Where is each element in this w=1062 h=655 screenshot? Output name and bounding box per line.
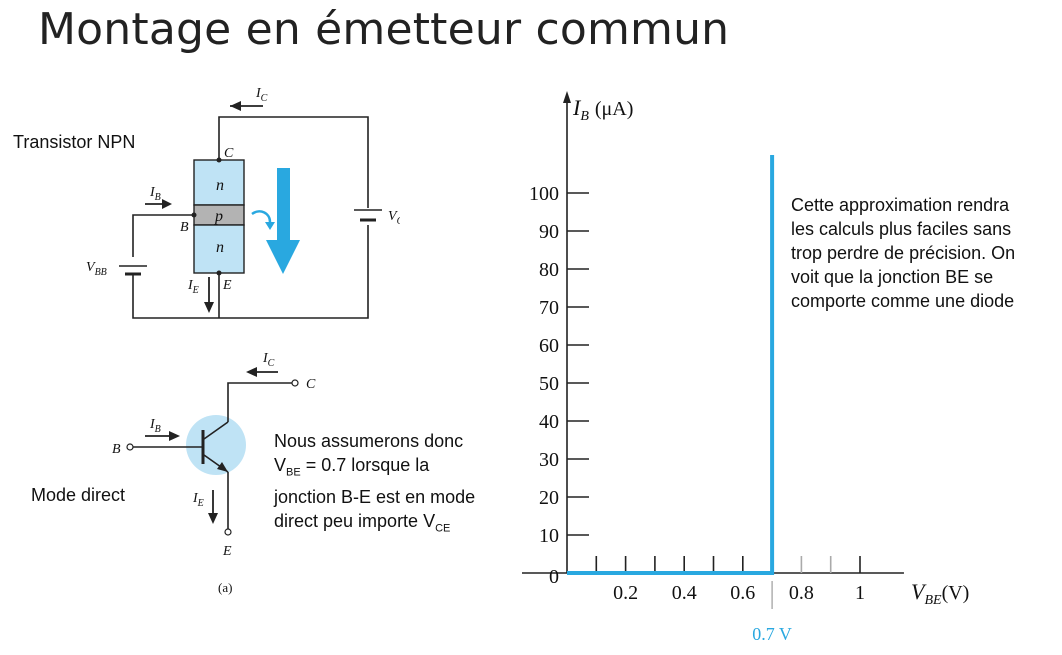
right-note-line1: Cette approximation rendra: [791, 195, 1010, 215]
symbol-b-label: B: [112, 442, 121, 457]
vbb-label: V: [86, 260, 96, 275]
svg-text:IC: IC: [262, 351, 275, 369]
y-axis-label: IB (μA): [572, 95, 633, 124]
ib-arrow-head: [162, 199, 172, 209]
middle-note-line3: jonction B-E est en mode: [274, 486, 476, 507]
middle-note: Nous assumerons donc VBE = 0.7 lorsque l…: [274, 429, 475, 540]
y-tick-label: 60: [539, 335, 559, 357]
outer-bottom-wire: [132, 225, 369, 319]
npn-circuit-diagram: n p n IC C B E IB IE VCC VBB: [86, 86, 400, 319]
slide-title: Montage en émetteur commun: [38, 4, 730, 55]
vcc-label: V: [388, 209, 398, 224]
y-tick-label: 30: [539, 449, 559, 471]
svg-text:IE: IE: [192, 491, 204, 509]
transistor-symbol-circle: [186, 415, 246, 475]
svg-text:IB: IB: [149, 417, 161, 435]
symbol-b-terminal: [126, 443, 134, 451]
vbb-sub: BB: [95, 267, 107, 278]
symbol-emitter-arrowhead: [217, 462, 228, 472]
ib-vbe-curve: [567, 155, 775, 575]
symbol-ib-label: I: [149, 417, 156, 432]
symbol-ie-label: I: [192, 491, 199, 506]
vcc-sub: CC: [397, 216, 400, 227]
symbol-ie-arrow: [208, 513, 218, 524]
c-label: C: [224, 146, 234, 161]
middle-note-line4: direct peu importe VCE: [274, 510, 451, 535]
y-tick-label: 20: [539, 487, 559, 509]
symbol-collector-leg: [203, 421, 229, 440]
y-tick-label: 40: [539, 411, 559, 433]
y-axis-arrowhead: [563, 91, 571, 103]
y-tick-label: 70: [539, 297, 559, 319]
y-tick-label: 50: [539, 373, 559, 395]
x-tick-label: 0.4: [672, 582, 697, 604]
ic-label: I: [255, 86, 262, 101]
middle-note-line1: Nous assumerons donc: [274, 431, 464, 451]
symbol-caption: (a): [218, 580, 232, 595]
x-axis-label: VBE(V): [911, 579, 969, 608]
mode-label: Mode direct: [31, 485, 126, 505]
ie-label: I: [187, 278, 194, 293]
ic-sub: C: [261, 93, 268, 104]
ie-sub: E: [192, 285, 199, 296]
y-tick-label: 100: [529, 183, 559, 205]
right-note-line5: comporte comme une diode: [791, 291, 1015, 311]
base-node: [191, 212, 197, 218]
ie-arrow-head: [204, 302, 214, 313]
svg-text:IB: IB: [149, 185, 161, 203]
symbol-ib-sub: B: [155, 424, 161, 435]
symbol-ic-sub: C: [268, 358, 275, 369]
npn-label: Transistor NPN: [13, 132, 136, 152]
symbol-e-label: E: [222, 544, 232, 559]
base-wire: [132, 214, 194, 257]
emitter-node: [216, 270, 222, 276]
x-tick-label: 0.2: [613, 582, 638, 604]
p-label: p: [214, 208, 223, 225]
transistor-symbol-diagram: B C E IC IB IE (a): [112, 351, 316, 595]
current-flow-arrow: [266, 168, 300, 274]
symbol-ic-label: I: [262, 351, 269, 366]
symbol-c-terminal: [291, 379, 299, 387]
symbol-ic-arrow: [246, 367, 257, 377]
symbol-ib-arrow: [169, 431, 180, 441]
ib-vbe-chart: 0 10 20 30 40 50 60 70 80 90 100 0.2 0.4 0.6 0.8 1 IB (μ…: [522, 91, 969, 644]
svg-text:IC: IC: [255, 86, 268, 104]
threshold-annotation: 0.7 V: [752, 624, 792, 644]
base-flow-curve: [251, 210, 272, 223]
symbol-collector-wire: [227, 382, 292, 422]
collector-wire: [218, 116, 369, 208]
n-bottom-label: n: [216, 239, 224, 256]
ic-arrow-head: [230, 101, 241, 111]
svg-text:VBB: VBB: [86, 260, 107, 278]
vcc-battery: [354, 209, 382, 222]
svg-text:IE: IE: [187, 278, 199, 296]
x-tick-label: 1: [855, 582, 865, 604]
y-tick-label: 80: [539, 259, 559, 281]
b-label: B: [180, 220, 189, 235]
x-tick-label: 0.6: [730, 582, 755, 604]
vbb-battery: [119, 265, 147, 276]
y-tick-label: 10: [539, 525, 559, 547]
base-flow-head: [265, 222, 275, 230]
right-note-line4: voit que la jonction BE se: [791, 267, 994, 287]
symbol-e-terminal: [224, 528, 232, 536]
svg-text:VCC: VCC: [388, 209, 400, 227]
right-note: Cette approximation rendra les calculs p…: [791, 193, 1015, 313]
ib-sub: B: [155, 192, 161, 203]
middle-note-line2: VBE = 0.7 lorsque la: [274, 455, 430, 479]
e-label: E: [222, 278, 232, 293]
right-note-line2: les calculs plus faciles sans: [791, 219, 1012, 239]
symbol-ie-sub: E: [197, 498, 204, 509]
right-note-line3: trop perdre de précision. On: [791, 243, 1016, 263]
collector-node: [216, 157, 222, 163]
n-top-label: n: [216, 177, 224, 194]
symbol-c-label: C: [306, 377, 316, 392]
y-tick-label: 90: [539, 221, 559, 243]
y-tick-label: 0: [549, 566, 559, 588]
ib-label: I: [149, 185, 156, 200]
n-region-top: [193, 159, 245, 206]
x-tick-label: 0.8: [789, 582, 814, 604]
